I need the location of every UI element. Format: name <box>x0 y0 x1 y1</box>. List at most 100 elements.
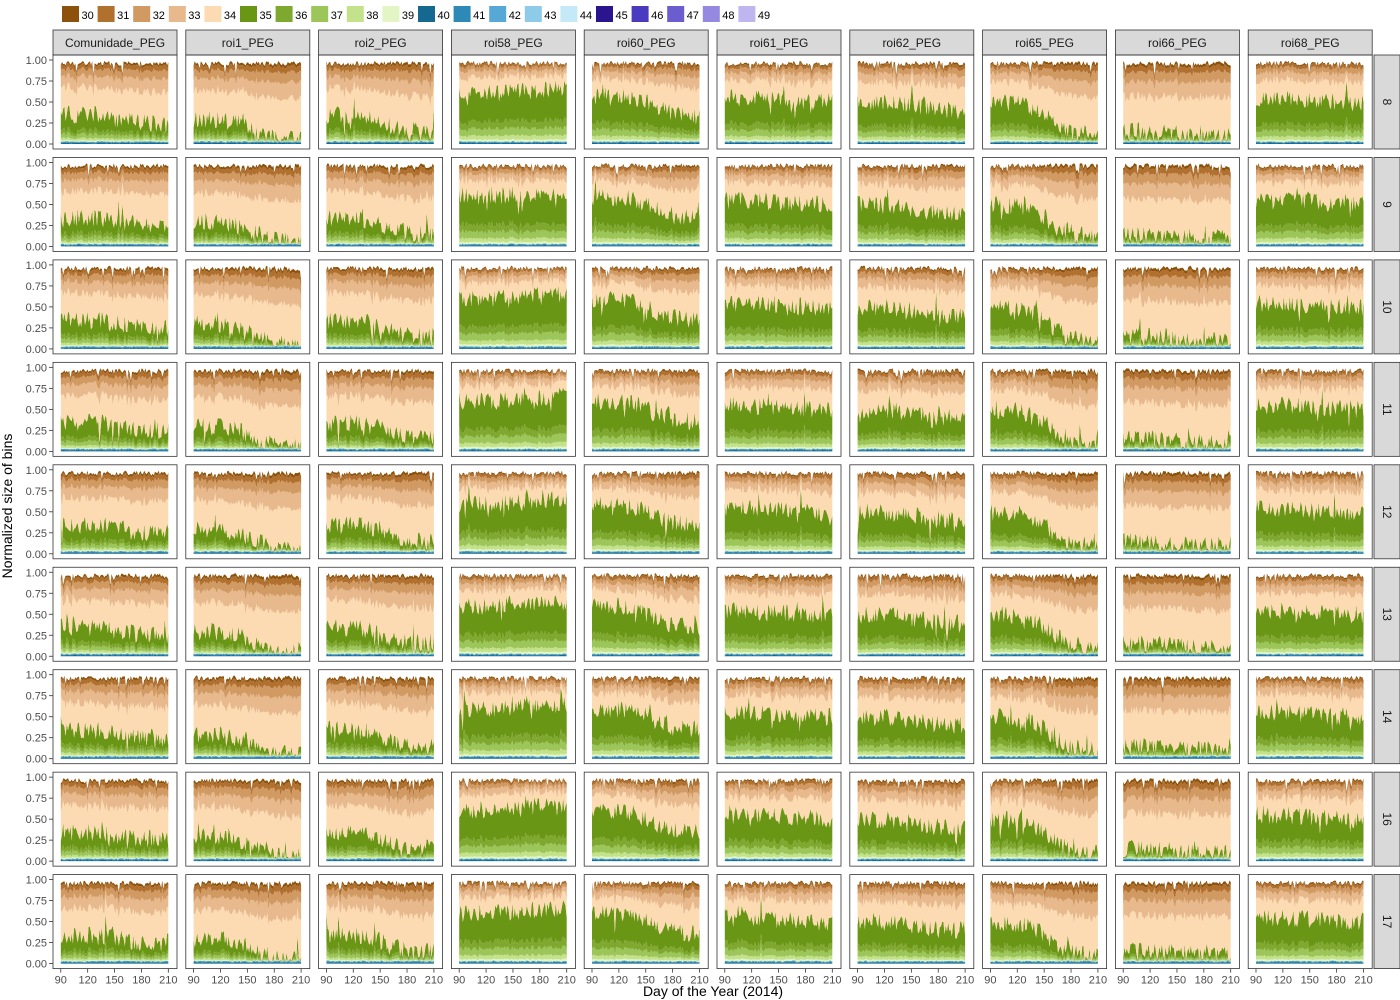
area-series-32 <box>326 476 434 496</box>
area-series-39 <box>592 958 700 962</box>
area-series-38 <box>1256 236 1364 244</box>
area-series-40 <box>1123 245 1231 247</box>
area-series-32 <box>1256 577 1364 591</box>
area-series-38 <box>592 134 700 142</box>
area-series-42 <box>990 857 1098 860</box>
area-series-39 <box>1256 240 1364 245</box>
panel-roi60_PEG-16 <box>583 771 709 867</box>
area-series-30 <box>592 573 700 589</box>
area-series-30 <box>326 675 434 692</box>
area-series-40 <box>459 859 567 862</box>
area-series-42 <box>459 448 567 451</box>
area-series-34 <box>459 584 567 621</box>
area-series-42 <box>459 653 567 656</box>
area-series-31 <box>1123 63 1231 83</box>
legend-key-39 <box>382 6 400 22</box>
legend-key-35 <box>240 6 257 22</box>
area-series-30 <box>459 163 567 174</box>
y-tick-label: 1.00 <box>26 260 47 272</box>
area-series-36 <box>60 226 169 241</box>
area-series-32 <box>326 67 434 92</box>
area-series-32 <box>1123 273 1231 295</box>
area-series-32 <box>60 66 169 87</box>
area-series-42 <box>990 550 1098 553</box>
area-series-36 <box>592 324 700 342</box>
area-series-35 <box>1256 80 1364 130</box>
area-series-39 <box>193 652 302 655</box>
area-series-34 <box>1256 379 1364 427</box>
area-series-35 <box>592 904 700 954</box>
y-tick-label: 0.00 <box>26 139 47 151</box>
area-series-35 <box>724 893 833 949</box>
area-series-33 <box>326 175 434 205</box>
row-strip-label: 16 <box>1380 812 1394 826</box>
area-series-30 <box>1256 470 1364 485</box>
area-series-35 <box>1123 425 1231 450</box>
area-series-37 <box>724 844 833 856</box>
area-series-41 <box>592 448 700 451</box>
area-series-40 <box>592 347 700 349</box>
panel-border <box>450 771 576 867</box>
area-series-35 <box>857 503 966 548</box>
area-series-36 <box>326 537 434 552</box>
panel-roi1_PEG-12 <box>185 464 311 560</box>
area-series-32 <box>193 579 302 602</box>
area-series-35 <box>990 194 1098 244</box>
area-series-42 <box>724 858 833 860</box>
area-series-35 <box>459 385 567 434</box>
area-series-33 <box>459 886 567 904</box>
area-series-31 <box>857 882 966 896</box>
area-series-36 <box>592 528 700 549</box>
area-series-35 <box>592 495 700 547</box>
area-series-36 <box>459 832 567 849</box>
area-series-31 <box>60 267 169 287</box>
area-series-42 <box>60 448 169 451</box>
area-series-31 <box>326 165 434 182</box>
panel-border <box>185 464 311 560</box>
area-series-38 <box>857 134 966 142</box>
panel-border <box>185 54 311 150</box>
area-series-33 <box>857 170 966 195</box>
area-series-30 <box>1256 675 1364 690</box>
x-tick-label: 120 <box>477 975 495 987</box>
area-series-42 <box>1123 960 1231 963</box>
area-series-41 <box>857 141 966 144</box>
panel-border <box>1115 874 1240 969</box>
area-series-33 <box>1123 692 1231 717</box>
area-series-31 <box>193 63 302 80</box>
area-series-32 <box>990 270 1098 293</box>
area-series-37 <box>1256 947 1364 958</box>
area-series-34 <box>592 688 700 738</box>
area-series-30 <box>857 163 966 179</box>
x-tick-label: 210 <box>956 975 974 987</box>
area-series-37 <box>724 126 833 140</box>
panel-roi58_PEG-11 <box>450 361 576 457</box>
area-series-39 <box>990 753 1098 757</box>
area-series-36 <box>193 436 302 450</box>
area-series-33 <box>990 683 1098 717</box>
x-tick-label: 90 <box>453 975 465 987</box>
area-series-37 <box>326 747 434 757</box>
y-tick-label: 0.25 <box>26 835 47 847</box>
area-series-36 <box>724 525 833 545</box>
x-tick-label: 150 <box>769 975 787 987</box>
row-strip-label: 14 <box>1380 710 1394 724</box>
panel-border <box>1115 464 1240 560</box>
area-series-32 <box>724 269 833 286</box>
area-series-34 <box>592 790 700 840</box>
area-series-35 <box>1123 839 1231 860</box>
area-series-41 <box>193 960 302 963</box>
area-series-41 <box>592 346 700 349</box>
panel-roi66_PEG-13 <box>1115 566 1240 662</box>
legend-key-34 <box>204 6 222 22</box>
y-tick-label: 1.00 <box>26 772 47 784</box>
area-series-42 <box>459 550 567 553</box>
area-series-36 <box>60 126 169 140</box>
area-series-30 <box>990 368 1098 382</box>
area-series-42 <box>1256 857 1364 860</box>
area-series-30 <box>990 60 1098 75</box>
area-series-36 <box>724 732 833 750</box>
area-series-31 <box>1123 883 1231 898</box>
area-series-41 <box>857 243 966 246</box>
area-series-38 <box>990 852 1098 860</box>
